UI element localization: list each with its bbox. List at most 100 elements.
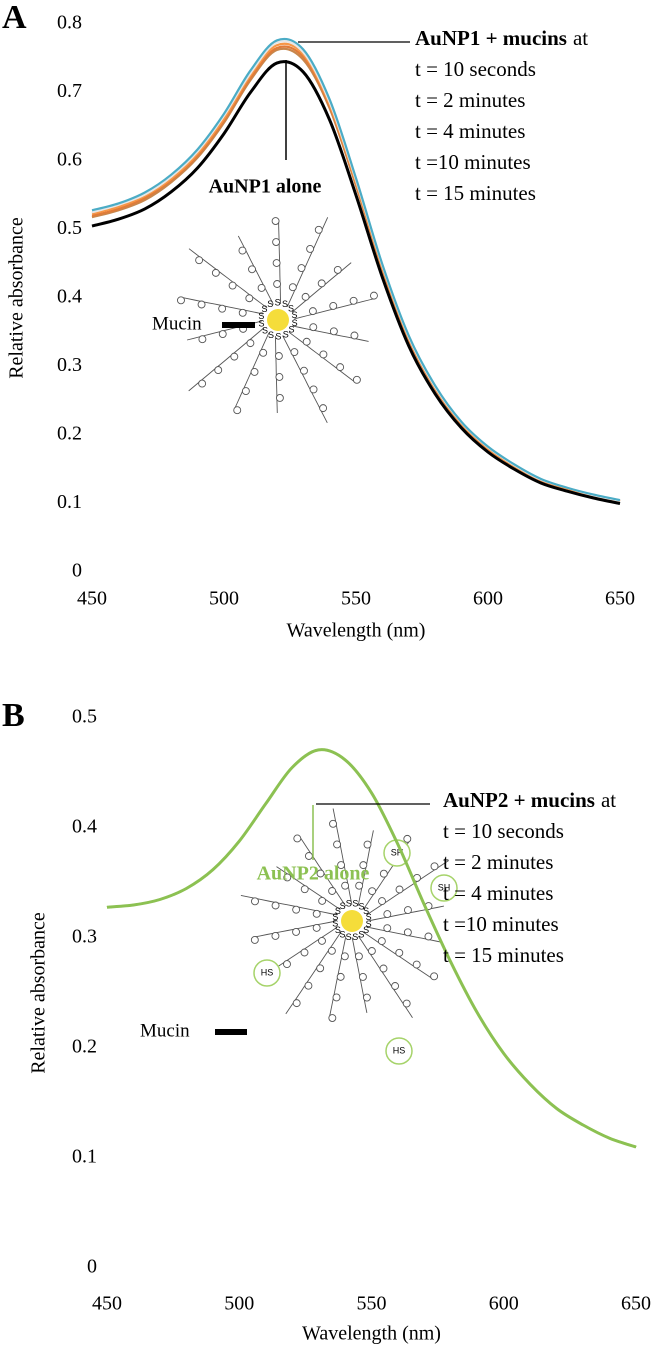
oxygen (238, 308, 247, 317)
legend-entry: t = 10 seconds (443, 819, 564, 843)
oxygen (218, 330, 227, 338)
oxygen (316, 964, 325, 973)
y-tick-label: 0.1 (72, 1146, 97, 1168)
oxygen (336, 972, 345, 981)
sulfur-label: S (262, 325, 268, 335)
sulfur-label: S (363, 925, 369, 935)
oxygen (403, 928, 412, 937)
oxygen (230, 352, 239, 361)
oxygen (379, 964, 388, 973)
panel-letter: A (2, 0, 27, 36)
oxygen (377, 937, 386, 946)
y-tick-label: 0.2 (72, 1036, 97, 1058)
oxygen (319, 404, 328, 413)
oxygen (349, 296, 358, 305)
legend-entry: t = 4 minutes (415, 119, 525, 143)
oxygen (329, 819, 337, 828)
oxygen (402, 999, 411, 1008)
series-line (91, 45, 621, 503)
oxygen (340, 952, 349, 961)
sulfur-label: S (288, 303, 294, 313)
oxygen (318, 936, 326, 945)
oxygen (329, 302, 338, 310)
series-line (91, 37, 621, 502)
oxygen (395, 948, 404, 957)
legend-entry: t = 10 seconds (415, 57, 536, 81)
oxygen (301, 292, 310, 301)
sulfur-label: S (275, 297, 281, 307)
oxygen (246, 339, 255, 348)
oxygen (271, 931, 280, 940)
oxygen (300, 948, 309, 957)
oxygen (214, 366, 223, 375)
x-tick-label: 500 (224, 1293, 254, 1315)
legend-entry: t = 4 minutes (443, 881, 553, 905)
oxygen (359, 861, 368, 870)
oxygen (304, 981, 313, 990)
series-line (91, 60, 621, 505)
oxygen (403, 906, 412, 915)
sulfur-label: S (352, 932, 358, 942)
sulfur-label: S (358, 901, 364, 911)
oxygen (391, 982, 400, 990)
oxygen (312, 909, 321, 918)
oxygen (309, 385, 318, 394)
sulfur-label: S (339, 929, 345, 939)
oxygen (328, 887, 337, 895)
y-tick-label: 0.4 (72, 816, 97, 838)
oxygen (233, 406, 242, 415)
oxygen (245, 294, 254, 303)
x-tick-label: 500 (209, 588, 239, 610)
series-line (91, 40, 621, 502)
x-tick-label: 650 (605, 588, 635, 610)
oxygen (250, 936, 259, 944)
oxygen (336, 363, 345, 372)
oxygen (218, 304, 227, 313)
y-tick-label: 0 (87, 1256, 97, 1278)
oxygen (257, 284, 266, 292)
oxygen (250, 367, 259, 376)
oxygen (379, 869, 388, 878)
oxygen (358, 972, 367, 981)
oxygen (355, 881, 364, 890)
oxygen (424, 932, 433, 941)
oxygen (271, 901, 280, 910)
panel-letter: B (2, 697, 25, 734)
sulfur-label: S (366, 919, 372, 929)
oxygen (290, 348, 299, 356)
oxygen (309, 323, 318, 332)
oxygen (319, 350, 328, 359)
series-line (91, 47, 621, 503)
sulfur-label: S (258, 311, 264, 321)
x-tick-label: 450 (92, 1293, 122, 1315)
y-tick-label: 0.3 (72, 926, 97, 948)
oxygen (337, 861, 346, 870)
oxygen (283, 960, 291, 969)
oxygen (300, 885, 309, 894)
oxygen (354, 952, 363, 961)
thiol-label: SH (438, 882, 451, 892)
sulfur-label: S (282, 299, 288, 309)
y-tick-label: 0.1 (57, 491, 82, 513)
oxygen (333, 840, 342, 849)
oxygen (412, 960, 421, 969)
series-line (106, 748, 637, 1149)
oxygen (251, 897, 259, 906)
oxygen (352, 375, 361, 384)
sulfur-label: S (332, 912, 338, 922)
oxygen (248, 265, 256, 274)
legend-entry: t = 2 minutes (443, 850, 553, 874)
thiol-circle (385, 1037, 413, 1065)
series-line (91, 42, 621, 502)
oxygen (177, 296, 185, 305)
y-tick-label: 0.5 (57, 217, 82, 239)
x-tick-label: 450 (77, 588, 107, 610)
oxygen (259, 348, 268, 357)
oxygen (292, 999, 301, 1008)
sulfur-label: S (363, 906, 369, 916)
oxygen (317, 279, 326, 288)
sulfur-label: S (335, 906, 341, 916)
legend-heading-suffix: at (601, 788, 616, 812)
oxygen (271, 217, 280, 225)
